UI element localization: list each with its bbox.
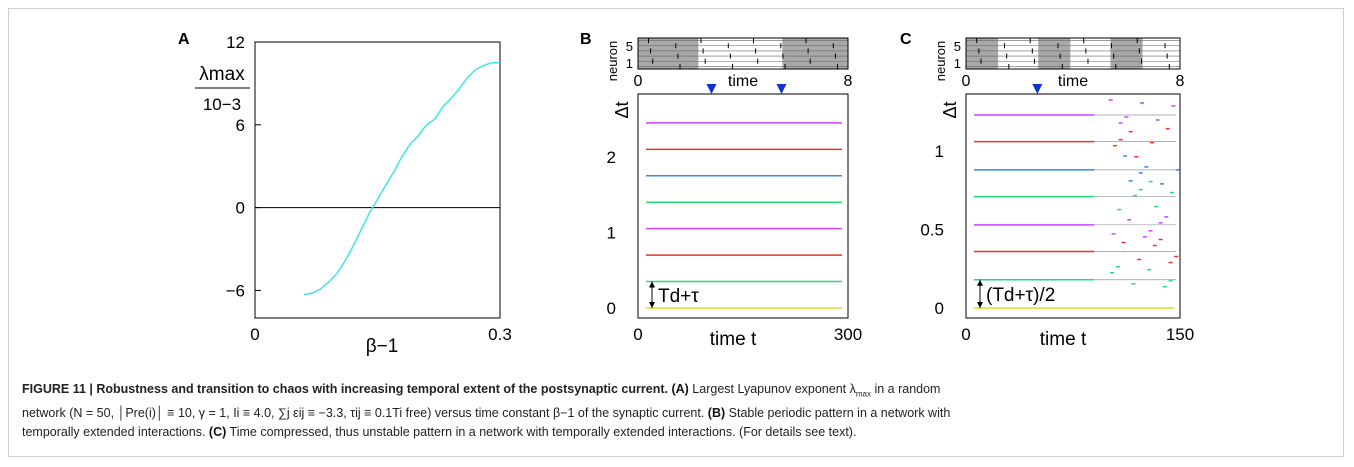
panel-c-raster-shade xyxy=(966,38,999,69)
panel-c-ytick-label: 0.5 xyxy=(920,221,944,240)
panel-c-annotation-arrowhead-top xyxy=(977,279,983,286)
caption-line-2: network (N = 50, │Pre(i)│ ≡ 10, γ = 1, I… xyxy=(22,406,951,420)
panel-letter-a: A xyxy=(178,31,190,48)
panel-c-raster-xlabel: time xyxy=(1058,73,1088,90)
caption-c-text: Time compressed, thus unstable pattern i… xyxy=(226,424,857,439)
panel-a-ytick-label: 0 xyxy=(236,199,245,218)
panel-c-xlabel: time t xyxy=(1040,329,1087,350)
panel-b-raster-frame xyxy=(637,37,849,70)
panel-a-axes-frame xyxy=(254,41,501,319)
figure-frame xyxy=(8,8,1344,457)
panel-c-ytick-label: 0 xyxy=(935,299,944,318)
caption-tag-c: (C) xyxy=(208,424,227,439)
caption-b-text: Stable periodic pattern in a network wit… xyxy=(725,406,951,420)
panel-b-axes-frame xyxy=(637,93,849,319)
panel-c-raster-ytick: 1 xyxy=(954,56,961,71)
caption-line-1: FIGURE 11 | Robustness and transition to… xyxy=(22,380,1334,404)
panel-c-letter: C xyxy=(900,31,912,48)
panel-c-raster-xtick: 0 xyxy=(962,73,971,90)
panel-c-annotation-arrowhead-bottom xyxy=(977,302,983,308)
panel-b-xtick-label: 0 xyxy=(633,325,642,344)
panel-b-ytick-label: 0 xyxy=(607,299,616,318)
panel-a-xlabel: β−1 xyxy=(366,336,399,357)
panel-a-ytick-label: 12 xyxy=(226,33,245,52)
panel-b-raster-ytick: 5 xyxy=(626,39,633,54)
panel-b-ytick-label: 2 xyxy=(607,148,616,167)
panel-c-xtick-label: 0 xyxy=(961,325,970,344)
panel-c-annotation: (Td+τ)/2 xyxy=(986,285,1055,306)
panel-b-annotation: Td+τ xyxy=(658,286,699,307)
panel-b-xtick-label: 300 xyxy=(834,325,862,344)
caption-line-3: temporally extended interactions. (C) Ti… xyxy=(22,423,1334,442)
panel-c-ytick-label: 1 xyxy=(935,142,944,161)
caption-a-sub: max xyxy=(855,389,871,399)
panel-c-perturbation-marker xyxy=(1032,84,1043,94)
panel-b-raster-ylabel: neuron xyxy=(605,41,620,81)
figure-caption: FIGURE 11 | Robustness and transition to… xyxy=(22,380,1334,441)
caption-a-text-1: Largest Lyapunov exponent λ xyxy=(688,382,856,396)
panel-c-raster-frame xyxy=(965,37,1181,70)
panel-a-ylabel-sub: 10−3 xyxy=(203,95,241,114)
panel-a-ytick-label: −6 xyxy=(226,281,245,300)
caption-a-text-2: in a random xyxy=(870,382,941,396)
panel-c-raster-xtick: 8 xyxy=(1176,73,1185,90)
panel-b-xlabel: time t xyxy=(710,329,757,350)
panel-c-raster-shade xyxy=(1038,38,1071,69)
panel-b-letter: B xyxy=(580,31,592,48)
panel-b-ytick-label: 1 xyxy=(607,223,616,242)
caption-line-3-start: temporally extended interactions. xyxy=(22,424,206,439)
panel-a-ylabel-main: λmax xyxy=(199,64,245,85)
panel-c-raster-ylabel: neuron xyxy=(933,41,948,81)
caption-title: FIGURE 11 | Robustness and transition to… xyxy=(22,382,668,396)
caption-tag-b: (B) xyxy=(704,406,726,420)
caption-tag-a: (A) xyxy=(671,382,689,396)
panel-a-series-line xyxy=(303,61,500,296)
panel-c-axes-frame xyxy=(965,93,1181,319)
panel-a-xtick-label: 0.3 xyxy=(488,325,512,344)
panel-b-ylabel: Δt xyxy=(612,101,632,118)
panel-a-ytick-label: 6 xyxy=(236,116,245,135)
panel-b-raster-shade xyxy=(638,38,699,69)
panel-b-annotation-arrowhead-top xyxy=(649,281,655,288)
panel-b-perturbation-marker xyxy=(776,84,787,94)
panel-a-xtick-label: 0 xyxy=(250,325,259,344)
panel-c-raster-shade xyxy=(1110,38,1143,69)
panel-b-annotation-arrowhead-bottom xyxy=(649,302,655,308)
panel-b-raster-shade xyxy=(782,38,848,69)
panel-b-raster-xlabel: time xyxy=(728,73,758,90)
panel-c-xtick-label: 150 xyxy=(1166,325,1194,344)
panel-c-raster-ytick: 5 xyxy=(954,39,961,54)
panel-b-raster-xtick: 0 xyxy=(634,73,643,90)
panel-b-raster-ytick: 1 xyxy=(626,56,633,71)
panel-b-perturbation-marker xyxy=(706,84,717,94)
panel-c-ylabel: Δt xyxy=(940,101,960,118)
panel-b-raster-xtick: 8 xyxy=(844,73,853,90)
